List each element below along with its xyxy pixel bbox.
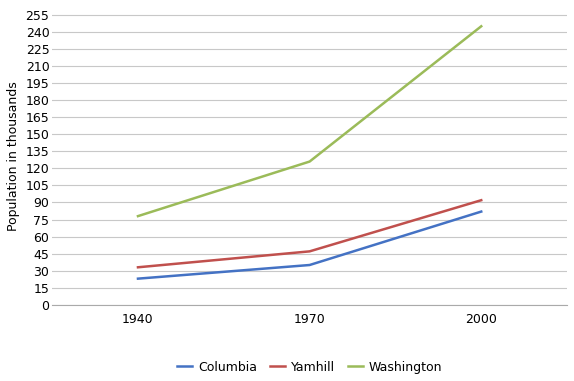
Washington <box>306 159 313 164</box>
Yamhill <box>306 249 313 254</box>
Columbia <box>134 276 141 281</box>
Washington <box>478 24 484 29</box>
Columbia <box>478 209 484 214</box>
Legend: Columbia, Yamhill, Washington: Columbia, Yamhill, Washington <box>172 356 447 379</box>
Washington <box>134 214 141 218</box>
Line: Washington: Washington <box>138 26 481 216</box>
Line: Yamhill: Yamhill <box>138 200 481 267</box>
Yamhill <box>134 265 141 270</box>
Columbia <box>306 263 313 267</box>
Line: Columbia: Columbia <box>138 211 481 279</box>
Y-axis label: Population in thousands: Population in thousands <box>7 81 20 231</box>
Yamhill <box>478 198 484 202</box>
